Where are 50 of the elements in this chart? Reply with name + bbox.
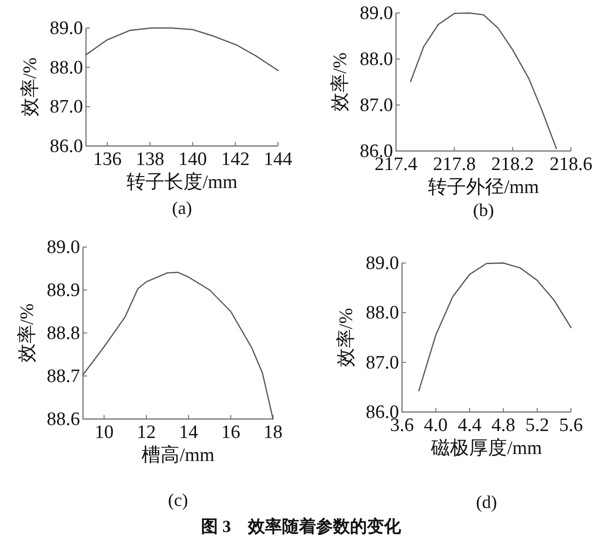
x-axis-title: 槽高/mm [142, 444, 215, 466]
x-tick-label: 16 [221, 422, 240, 443]
text: (c) [168, 490, 188, 510]
x-axis-title: 转子外径/mm [428, 177, 540, 198]
y-axis-title: 效率/% [329, 52, 351, 112]
text: (b) [473, 200, 494, 220]
x-tick-label: 12 [136, 422, 156, 443]
x-tick-label: 138 [136, 149, 164, 170]
x-axis-title: 磁极厚度/mm [430, 437, 542, 459]
y-tick-label: 88.0 [360, 49, 393, 70]
y-tick-label: 88.9 [46, 280, 80, 301]
y-tick-label: 88.0 [50, 57, 83, 78]
x-tick-label: 218.2 [491, 154, 534, 175]
y-tick-label: 89.0 [360, 3, 393, 24]
x-tick-label: 18 [264, 422, 282, 443]
x-axis-title: 转子长度/mm [126, 171, 238, 193]
x-tick-label: 4.0 [424, 415, 448, 436]
y-tick-label: 88.7 [46, 366, 80, 387]
line-series [82, 272, 274, 420]
text: (d) [476, 492, 497, 512]
x-tick-label: 217.8 [432, 154, 476, 175]
y-axis-title: 效率/% [335, 308, 357, 368]
y-tick-label: 87.0 [50, 96, 83, 118]
x-tick-label: 142 [221, 149, 250, 170]
x-tick-label: 14 [179, 422, 199, 443]
y-tick-label: 87.0 [360, 95, 393, 116]
x-tick-label: 144 [264, 149, 293, 170]
y-axis-title: 效率/% [19, 57, 41, 117]
y-tick-label: 88.8 [46, 323, 80, 344]
x-tick-label: 218.6 [550, 154, 592, 175]
y-tick-label: 89.0 [366, 253, 399, 274]
y-tick-label: 88.6 [46, 409, 80, 430]
y-axis-title: 效率/% [16, 303, 38, 363]
y-tick-label: 88.0 [366, 302, 399, 324]
x-tick-label: 4.8 [492, 415, 516, 436]
y-tick-label: 89.0 [46, 237, 80, 258]
caption: 图 3 效率随着参数的变化 [201, 517, 402, 536]
line-series [418, 262, 572, 392]
x-tick-label: 136 [93, 149, 122, 170]
y-tick-label: 87.0 [366, 352, 399, 374]
text: (a) [172, 198, 192, 218]
x-tick-label: 140 [178, 149, 207, 170]
x-tick-label: 4.4 [458, 415, 482, 436]
y-tick-label: 89.0 [50, 18, 83, 39]
line-series [410, 12, 558, 150]
line-series [85, 27, 279, 72]
y-tick-label: 86.0 [50, 136, 83, 157]
x-tick-label: 5.6 [559, 415, 583, 436]
x-tick-label: 10 [94, 422, 114, 443]
x-tick-label: 5.2 [525, 415, 550, 436]
